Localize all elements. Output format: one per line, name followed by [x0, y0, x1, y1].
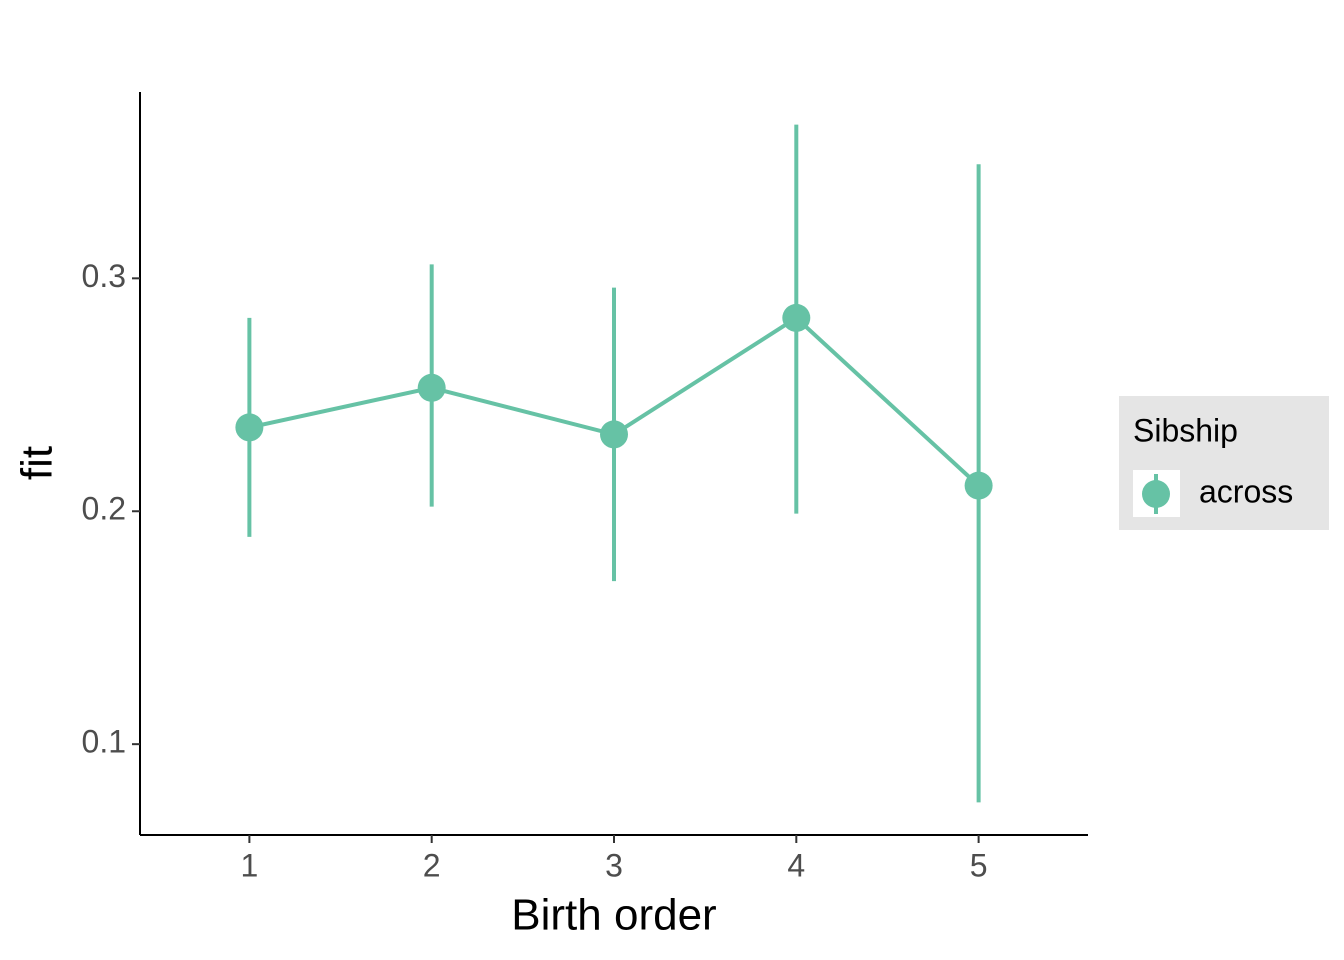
- legend-title: Sibship: [1133, 412, 1238, 448]
- x-tick-label: 3: [605, 847, 623, 883]
- y-tick-label: 0.2: [82, 491, 126, 527]
- x-axis-title: Birth order: [511, 891, 716, 940]
- x-tick-label: 4: [787, 847, 805, 883]
- x-tick-label: 5: [970, 847, 988, 883]
- point: [235, 413, 264, 442]
- point: [964, 471, 993, 500]
- point: [600, 420, 628, 449]
- y-tick-label: 0.1: [82, 724, 126, 760]
- legend-key-point: [1142, 480, 1170, 508]
- y-tick-label: 0.3: [82, 258, 126, 294]
- point: [782, 303, 811, 332]
- legend-label: across: [1199, 473, 1293, 509]
- x-tick-label: 1: [240, 847, 258, 883]
- x-tick-label: 2: [423, 847, 441, 883]
- y-axis-title: fit: [13, 446, 62, 480]
- point: [417, 373, 446, 402]
